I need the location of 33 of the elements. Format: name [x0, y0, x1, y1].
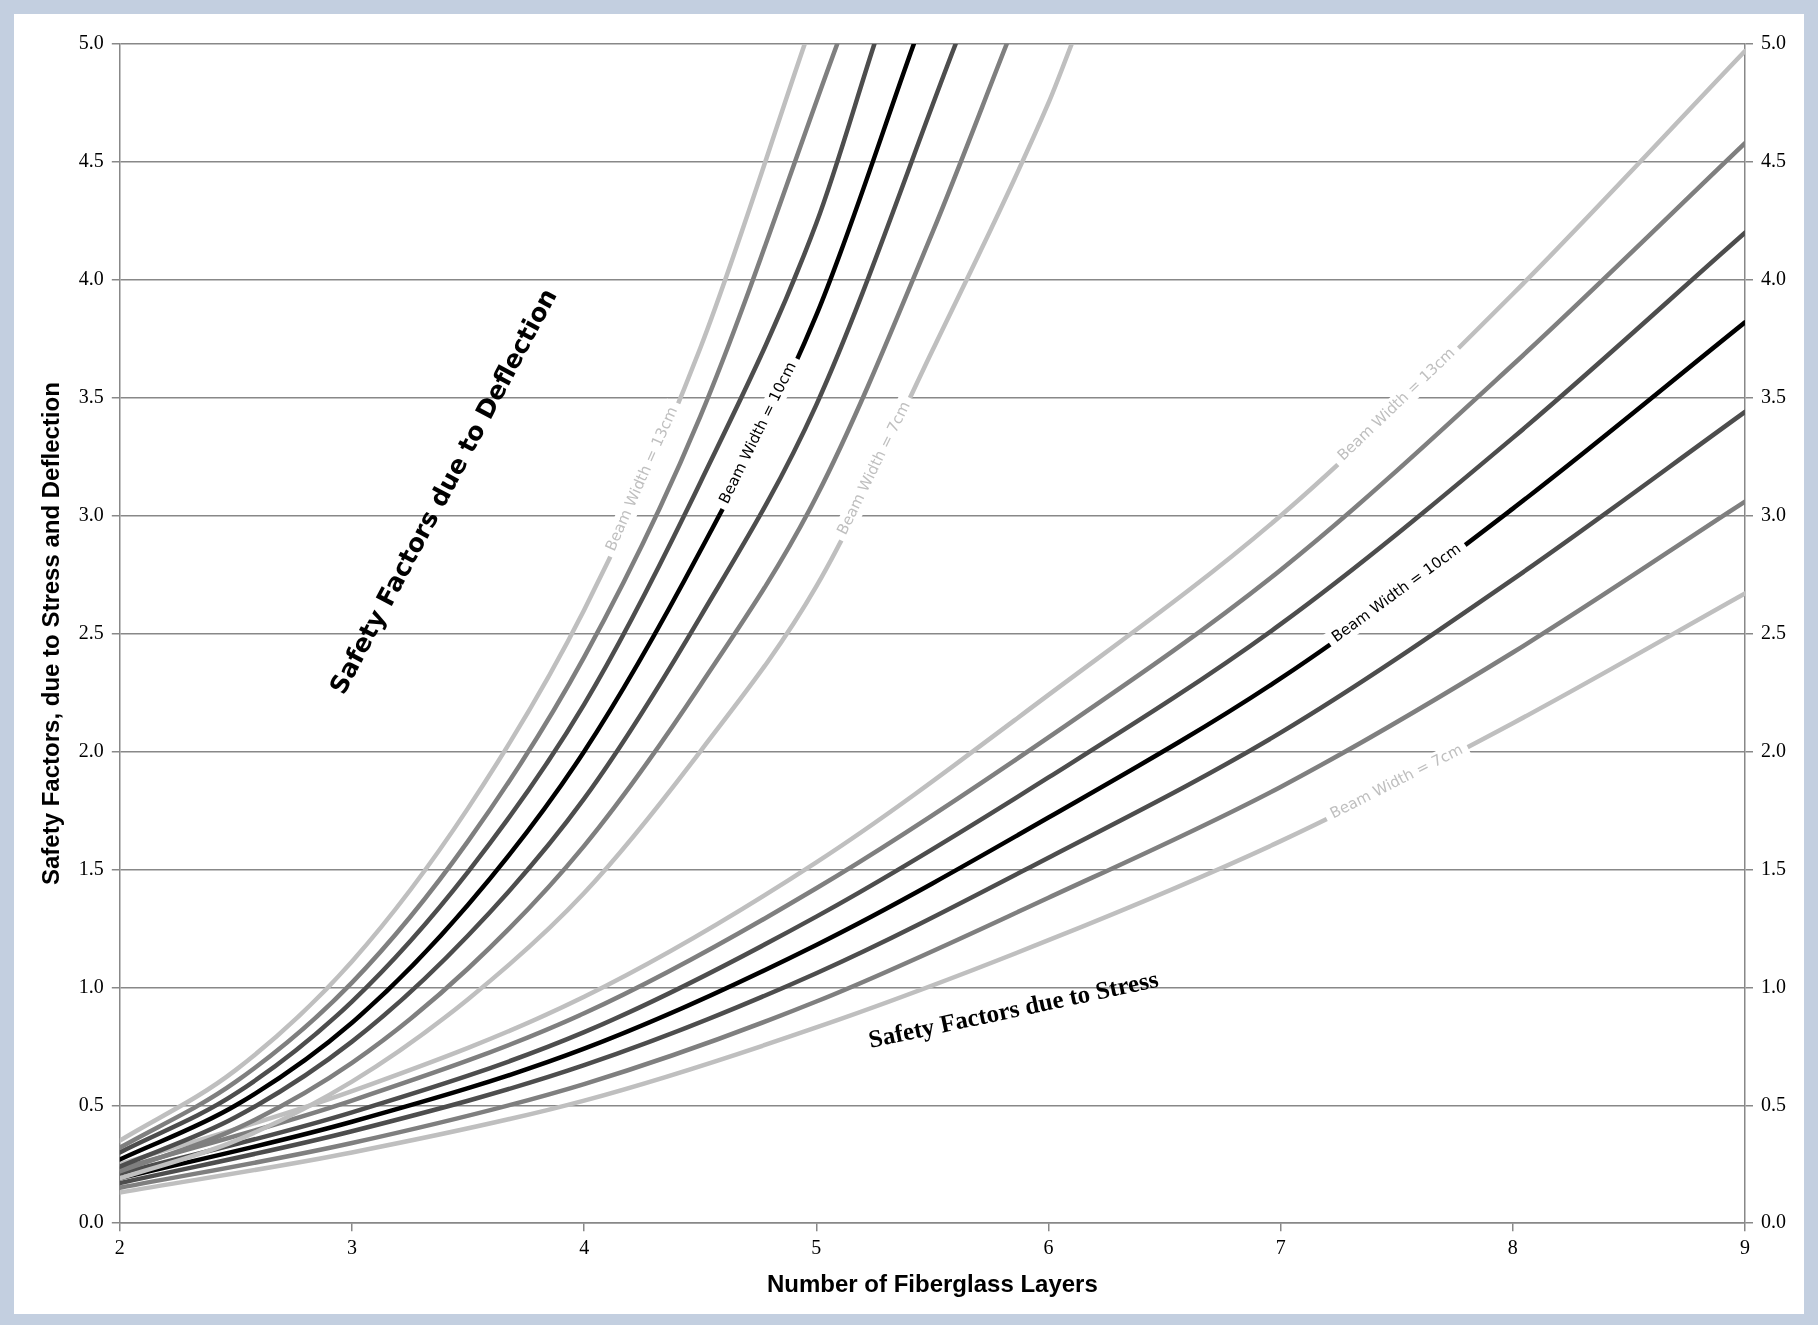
y2-tick-label: 0.5	[1761, 1092, 1786, 1115]
x-axis-title: Number of Fiberglass Layers	[767, 1270, 1098, 1298]
y2-tick-label: 3.0	[1761, 502, 1786, 525]
annotation: Safety Factors due to Stress	[865, 964, 1161, 1053]
x-tick-label: 8	[1507, 1236, 1518, 1259]
x-tick-label: 6	[1043, 1236, 1054, 1259]
y-tick-label: 3.0	[78, 502, 104, 525]
y-tick-label: 0.5	[78, 1092, 104, 1115]
y-tick-label: 4.5	[78, 149, 104, 172]
x-tick-label: 2	[114, 1236, 125, 1259]
y-axis-title: Safety Factors, due to Stress and Deflection	[37, 382, 65, 885]
y-tick-label: 1.0	[78, 974, 104, 997]
y2-tick-label: 3.5	[1761, 385, 1786, 408]
y-tick-label: 0.0	[78, 1210, 104, 1233]
x-tick-label: 9	[1740, 1236, 1750, 1259]
y-tick-label: 4.0	[78, 267, 104, 290]
y2-tick-label: 0.0	[1761, 1210, 1786, 1233]
y2-tick-label: 5.0	[1761, 31, 1786, 54]
x-tick-label: 3	[346, 1236, 357, 1259]
y-tick-label: 1.5	[78, 856, 104, 879]
y-tick-label: 5.0	[78, 31, 104, 54]
y2-tick-label: 1.0	[1761, 974, 1786, 997]
y2-tick-label: 2.5	[1761, 620, 1786, 643]
y2-tick-label: 1.5	[1761, 856, 1786, 879]
y2-tick-label: 4.5	[1761, 149, 1786, 172]
y-tick-label: 2.0	[78, 738, 104, 761]
x-tick-label: 5	[811, 1236, 822, 1259]
y2-tick-label: 4.0	[1761, 267, 1786, 290]
x-tick-label: 7	[1275, 1236, 1286, 1259]
y-tick-label: 2.5	[78, 620, 104, 643]
y-tick-label: 3.5	[78, 385, 104, 408]
y2-tick-label: 2.0	[1761, 738, 1786, 761]
x-tick-label: 4	[579, 1236, 590, 1259]
